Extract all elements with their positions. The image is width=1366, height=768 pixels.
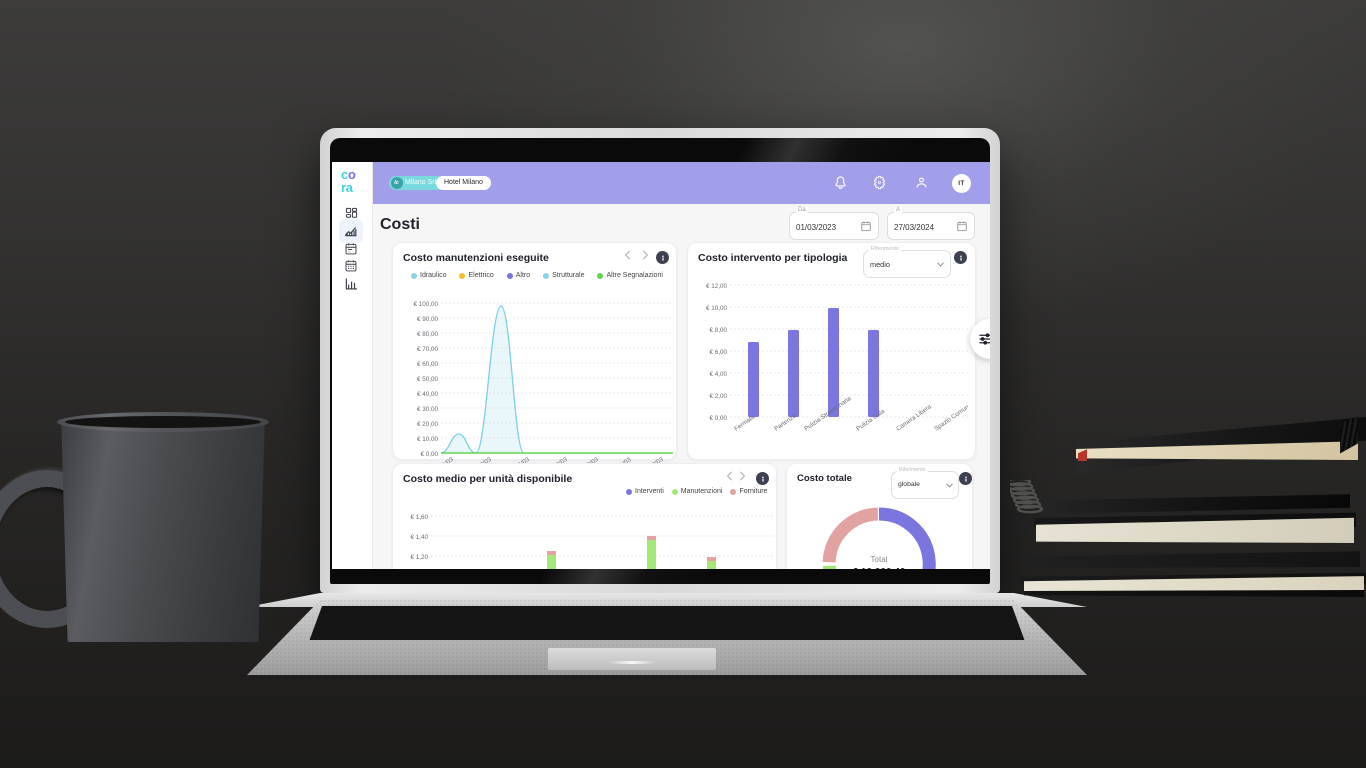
svg-text:€ 40,00: € 40,00 <box>417 391 439 398</box>
svg-text:€ 2,00: € 2,00 <box>709 393 727 400</box>
svg-text:€ 0,00: € 0,00 <box>420 451 438 458</box>
svg-text:€ 1,60: € 1,60 <box>410 514 428 521</box>
svg-text:€ 0,00: € 0,00 <box>709 415 727 422</box>
svg-text:€ 70,00: € 70,00 <box>417 346 439 353</box>
svg-text:€ 10,00: € 10,00 <box>417 436 439 443</box>
svg-text:€ 4,00: € 4,00 <box>709 371 727 378</box>
svg-text:€ 20,00: € 20,00 <box>417 421 439 428</box>
svg-text:€ 6,00: € 6,00 <box>709 349 727 356</box>
svg-text:€ 10.000,40: € 10.000,40 <box>853 567 906 569</box>
svg-text:€ 10,00: € 10,00 <box>706 305 728 312</box>
svg-text:€ 60,00: € 60,00 <box>417 361 439 368</box>
svg-text:€ 90,00: € 90,00 <box>417 316 439 323</box>
svg-text:€ 8,00: € 8,00 <box>709 327 727 334</box>
svg-text:Total: Total <box>871 555 888 564</box>
svg-text:€ 80,00: € 80,00 <box>417 331 439 338</box>
svg-text:€ 12,00: € 12,00 <box>706 283 728 290</box>
svg-text:€ 100,00: € 100,00 <box>413 301 438 308</box>
svg-text:€ 30,00: € 30,00 <box>417 406 439 413</box>
svg-text:Camera Libera: Camera Libera <box>895 403 933 433</box>
svg-text:€ 1,40: € 1,40 <box>410 534 428 541</box>
svg-text:Fermata: Fermata <box>733 413 756 432</box>
svg-text:Partenza: Partenza <box>773 412 798 432</box>
svg-text:€ 1,20: € 1,20 <box>410 554 428 561</box>
svg-text:€ 50,00: € 50,00 <box>417 376 439 383</box>
